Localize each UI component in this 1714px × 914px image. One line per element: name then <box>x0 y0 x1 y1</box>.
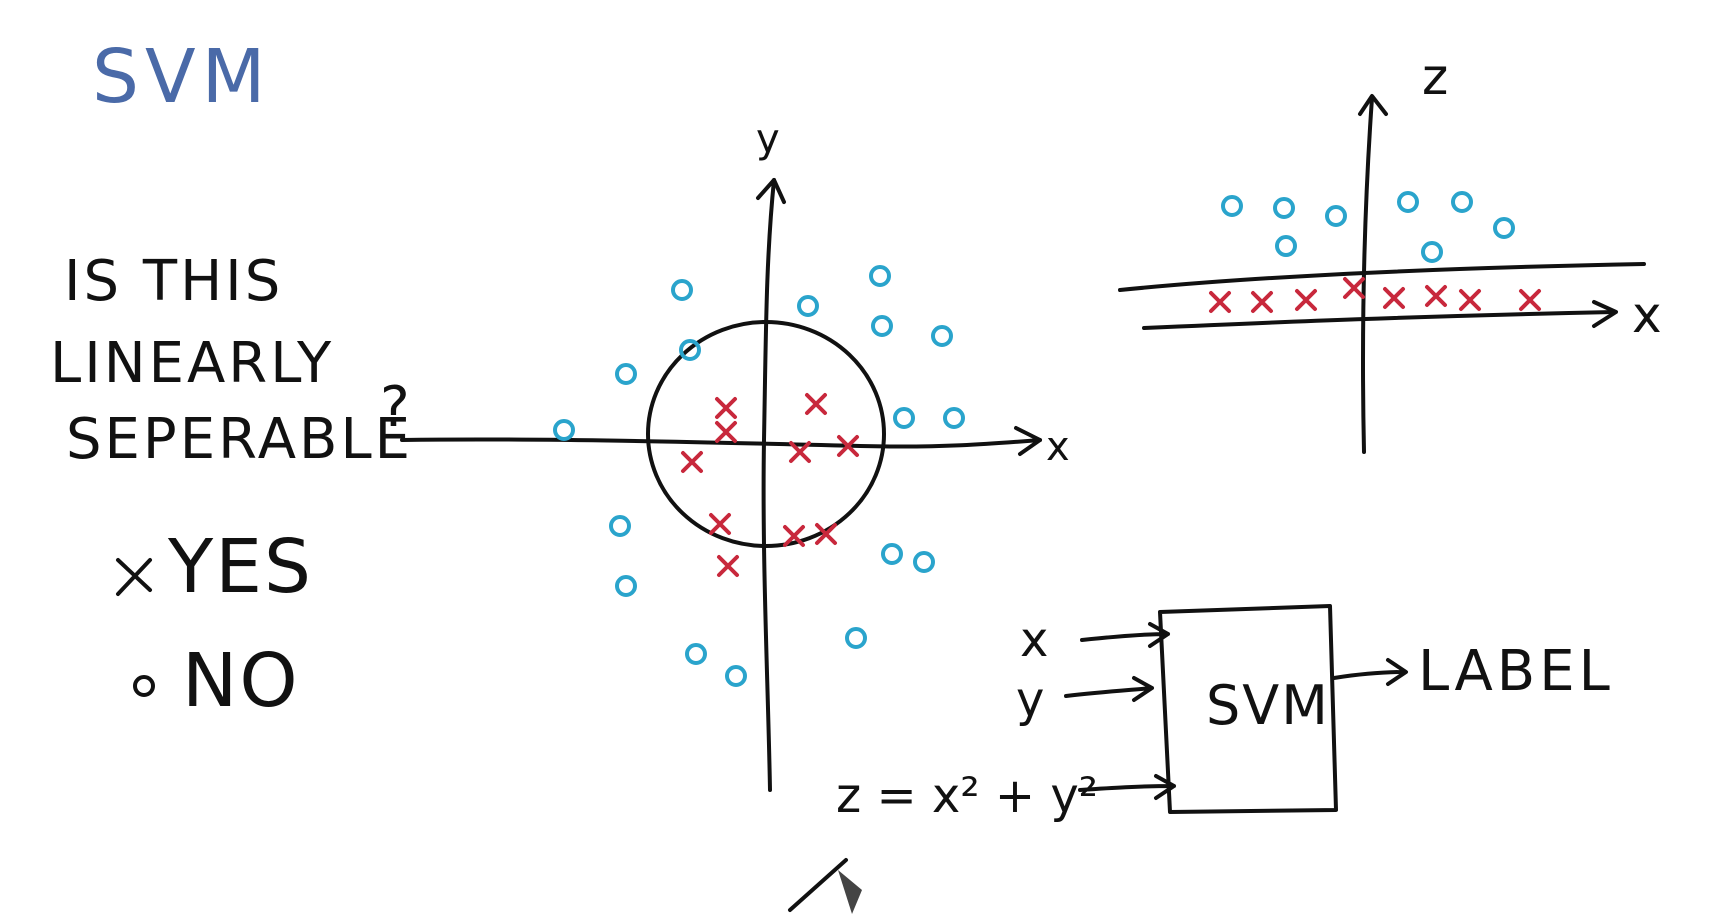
question-line-2: LINEARLY <box>50 331 334 396</box>
z-axis-label: z <box>1422 48 1448 106</box>
main-y-axis <box>761 178 776 792</box>
main-x-point <box>783 525 805 547</box>
legend-yes-label: YES <box>167 524 313 610</box>
main-o-point <box>553 419 575 441</box>
title: SVM <box>92 34 271 120</box>
z-o-point <box>1275 235 1297 257</box>
main-o-point <box>671 279 693 301</box>
svm-box <box>1158 604 1338 814</box>
question-text: IS THIS LINEARLY SEPERABLE ? <box>50 249 413 472</box>
svm-box-label: SVM <box>1206 674 1330 737</box>
pointer-arrow-icon <box>788 858 862 914</box>
main-o-point <box>869 265 891 287</box>
main-o-point <box>931 325 953 347</box>
z-o-point <box>1325 205 1347 227</box>
main-x-point <box>837 435 859 457</box>
question-line-1: IS THIS <box>64 249 283 314</box>
svm-output-label: LABEL <box>1418 639 1614 704</box>
main-o-point <box>679 339 701 361</box>
z-x-points <box>1209 277 1541 313</box>
svm-input-x-arrow <box>1080 622 1170 648</box>
main-x-point <box>717 555 739 577</box>
z-axis <box>1360 96 1374 454</box>
z-x-point <box>1251 291 1273 313</box>
svm-input-y-label: y <box>1016 672 1044 728</box>
main-o-point <box>893 407 915 429</box>
main-y-axis-label: y <box>756 116 780 162</box>
main-o-point <box>871 315 893 337</box>
svm-output-arrow <box>1332 658 1408 686</box>
main-x-point <box>715 421 737 443</box>
main-o-point <box>845 627 867 649</box>
svm-input-z-arrow <box>1078 774 1176 800</box>
main-o-point <box>725 665 747 687</box>
main-o-point <box>943 407 965 429</box>
main-x-axis-label: x <box>1046 424 1070 470</box>
z-x-point <box>1425 285 1447 307</box>
legend-no-label: NO <box>182 638 300 724</box>
main-o-point <box>797 295 819 317</box>
main-plot: x y <box>400 116 1070 792</box>
z-o-points <box>1221 191 1515 263</box>
svm-input-z-label: z = x² + y² <box>836 768 1098 824</box>
main-o-point <box>913 551 935 573</box>
separating-plane-line <box>1118 262 1646 292</box>
svm-block-diagram: x y z = x² + y² SVM LABEL <box>836 604 1614 824</box>
legend: YES NO <box>116 524 313 724</box>
main-x-axis-arrow <box>1014 426 1042 456</box>
main-x-point <box>815 523 837 545</box>
legend-o-marker <box>133 675 155 697</box>
main-x-axis <box>400 437 1042 449</box>
main-o-point <box>615 575 637 597</box>
main-o-points <box>553 265 965 687</box>
main-x-points <box>681 393 859 577</box>
main-x-point <box>805 393 827 415</box>
question-line-3: SEPERABLE <box>66 407 413 472</box>
z-o-point <box>1421 241 1443 263</box>
z-x-point <box>1209 291 1231 313</box>
main-x-point <box>681 451 703 473</box>
main-o-point <box>685 643 707 665</box>
z-x-point <box>1519 289 1541 311</box>
main-x-point <box>789 441 811 463</box>
main-x-point <box>709 513 731 535</box>
z-plot-x-axis <box>1142 310 1616 330</box>
main-x-point <box>715 397 737 419</box>
question-mark: ? <box>380 375 413 440</box>
z-x-point <box>1383 287 1405 309</box>
z-x-point <box>1459 289 1481 311</box>
z-o-point <box>1273 197 1295 219</box>
z-o-point <box>1451 191 1473 213</box>
svm-input-x-label: x <box>1020 612 1048 668</box>
z-plot-x-axis-label: x <box>1632 286 1662 344</box>
z-plot-x-axis-arrow <box>1592 300 1618 328</box>
main-o-point <box>615 363 637 385</box>
z-plot: z x <box>1118 48 1662 454</box>
z-x-point <box>1343 277 1365 299</box>
svm-input-y-arrow <box>1064 676 1154 702</box>
main-y-axis-arrow <box>756 178 786 204</box>
z-x-point <box>1295 289 1317 311</box>
main-o-point <box>609 515 631 537</box>
z-o-point <box>1221 195 1243 217</box>
z-o-point <box>1493 217 1515 239</box>
decision-circle <box>646 320 886 548</box>
main-o-point <box>881 543 903 565</box>
legend-x-marker <box>116 558 152 596</box>
z-axis-arrow <box>1358 94 1388 116</box>
z-o-point <box>1397 191 1419 213</box>
